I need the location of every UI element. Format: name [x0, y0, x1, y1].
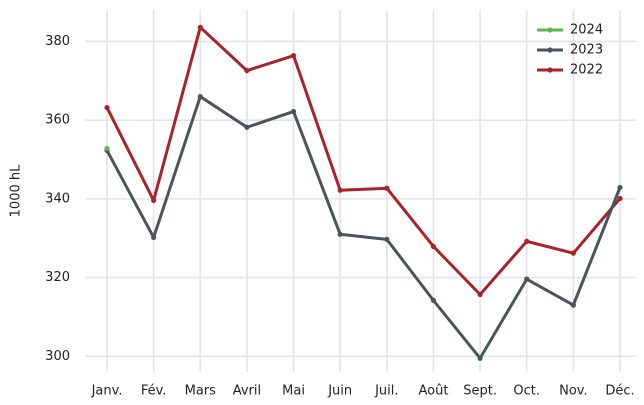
point	[524, 238, 530, 244]
legend-swatch-dot	[547, 67, 553, 73]
point	[524, 276, 530, 282]
point	[430, 243, 437, 250]
series-line	[105, 95, 622, 360]
legend-swatch-dot	[547, 27, 553, 33]
x-tick-label: Juin	[327, 384, 352, 399]
point	[337, 231, 343, 237]
point	[104, 104, 110, 111]
legend-swatch-dot	[547, 47, 553, 53]
y-tick-label: 320	[45, 270, 70, 285]
y-tick-label: 380	[45, 34, 70, 49]
x-tick-label: Sept.	[463, 384, 497, 399]
y-tick-label: 360	[45, 113, 70, 128]
x-tick-label: Avril	[233, 384, 261, 399]
series-line	[105, 25, 622, 296]
y-tick-label: 300	[45, 349, 70, 364]
point	[617, 184, 623, 191]
x-tick-label: Mai	[282, 384, 305, 399]
point	[430, 297, 437, 303]
legend-label: 2024	[570, 23, 603, 38]
point	[570, 250, 576, 256]
point	[384, 236, 390, 242]
x-tick-label: Mars	[185, 384, 217, 399]
point	[197, 93, 203, 100]
legend-label: 2022	[570, 63, 603, 78]
point	[151, 234, 157, 241]
y-tick-label: 340	[45, 191, 70, 206]
legend-label: 2023	[570, 43, 603, 58]
point	[384, 185, 390, 191]
point	[570, 302, 576, 308]
point	[477, 291, 483, 298]
x-tick-label: Fév.	[141, 384, 167, 399]
x-tick-label: Janv.	[91, 384, 123, 399]
point	[151, 197, 157, 204]
x-tick-label: Juil.	[374, 384, 398, 399]
x-tick-label: Août	[418, 384, 448, 399]
x-tick-label: Oct.	[513, 384, 540, 399]
point	[337, 187, 343, 193]
point	[617, 195, 623, 202]
point	[104, 145, 110, 152]
point	[197, 24, 203, 30]
x-tick-label: Déc.	[605, 384, 634, 399]
y-axis-label: 1000 hL	[9, 164, 24, 217]
point	[244, 124, 250, 130]
point	[477, 355, 483, 361]
point	[290, 108, 297, 115]
point	[290, 53, 297, 59]
point	[244, 67, 250, 74]
x-tick-label: Nov.	[559, 384, 588, 399]
